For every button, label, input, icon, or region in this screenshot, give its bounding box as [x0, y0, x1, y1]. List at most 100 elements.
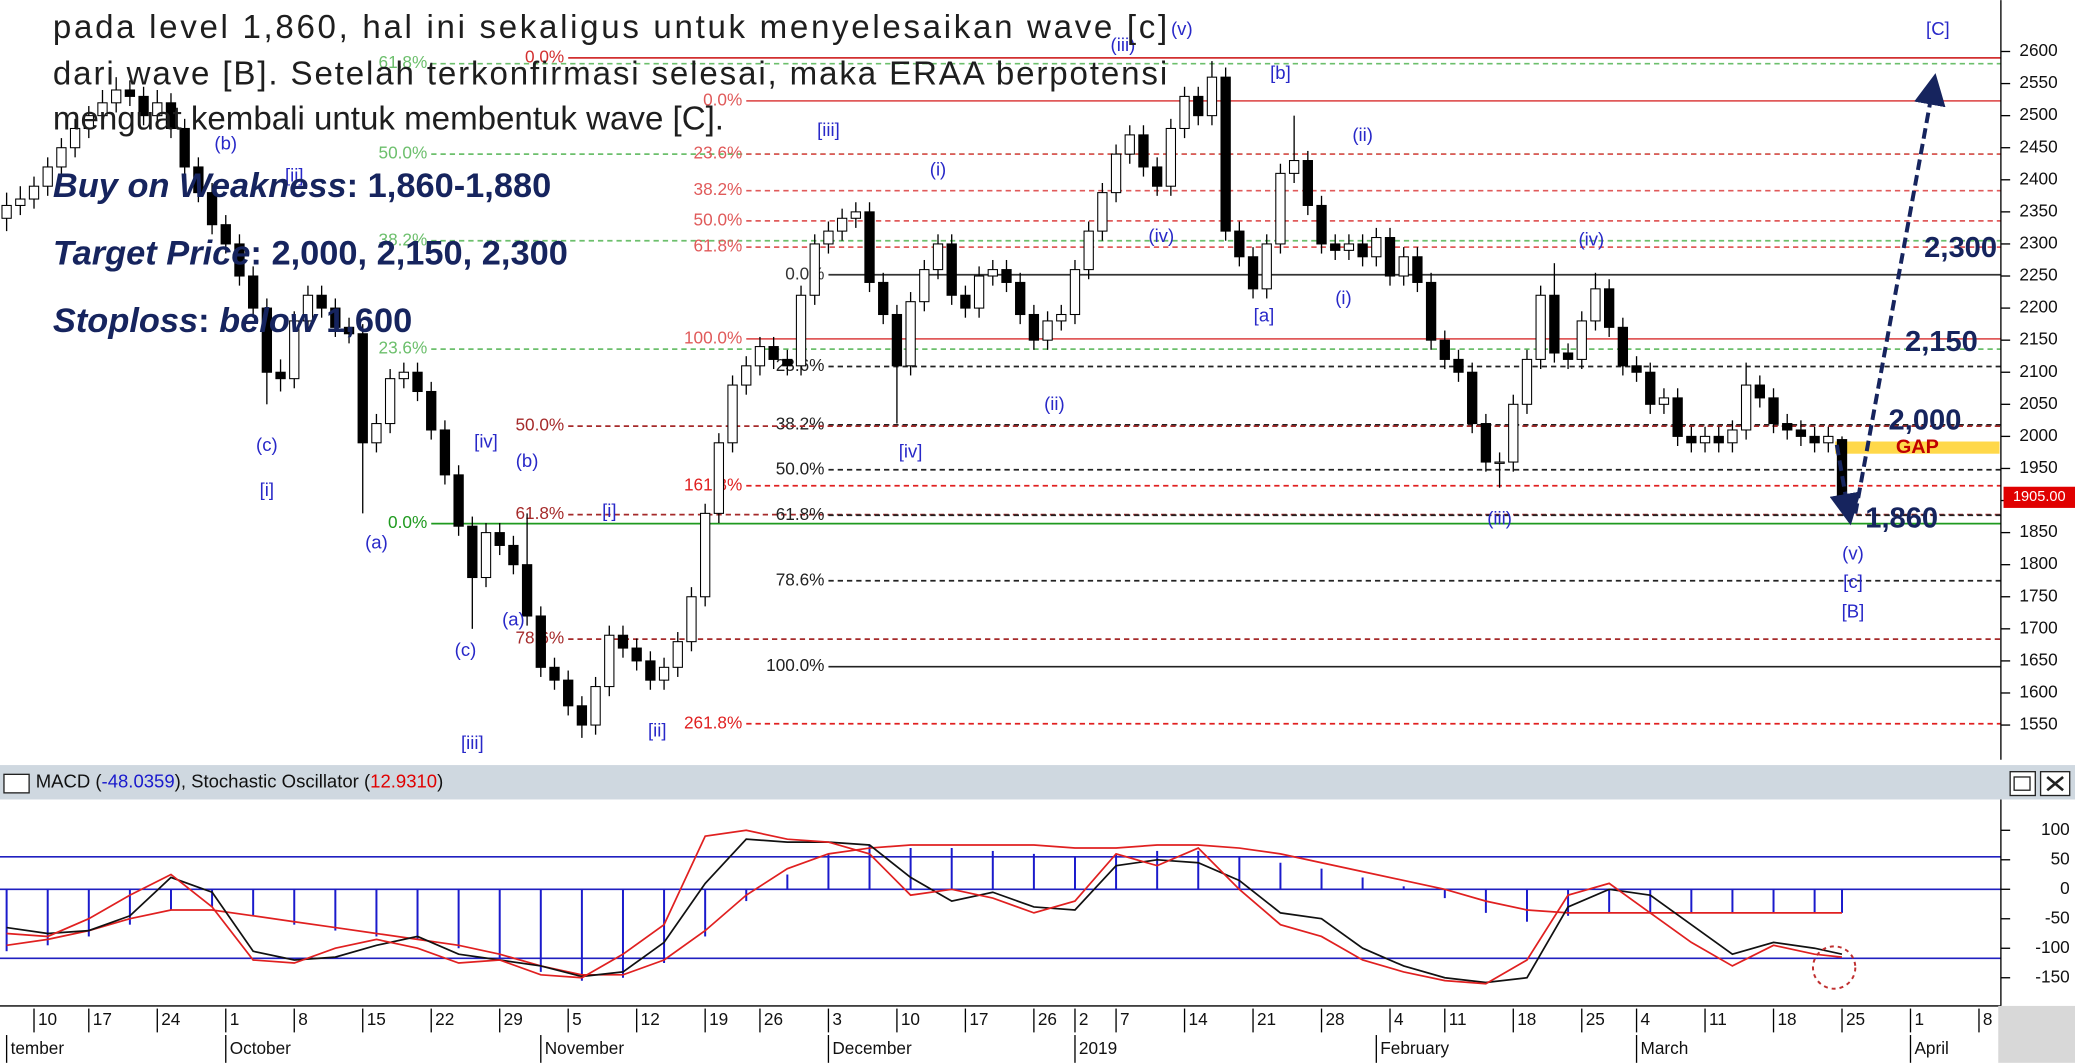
candle-body	[220, 224, 231, 245]
candle-body	[1247, 256, 1259, 290]
candle-body	[439, 429, 451, 476]
candle-body	[1165, 127, 1177, 187]
candle-body	[1576, 320, 1587, 360]
candle-body	[1384, 236, 1396, 277]
x-tick-label: 28	[1325, 1009, 1344, 1029]
indicator-title-part: )	[437, 770, 443, 791]
candle-body	[1727, 429, 1738, 444]
x-tick-label: 8	[1983, 1009, 1993, 1029]
candle-body	[1425, 281, 1437, 341]
fib-label: 38.2%	[694, 179, 743, 199]
candle-body	[1467, 371, 1478, 425]
candle-body	[1603, 288, 1615, 328]
wave-label: [c]	[1843, 571, 1863, 592]
indicator-line	[6, 844, 1842, 976]
candle-body	[672, 641, 683, 668]
point: Buy on Weakness: 1,860-1,880	[53, 167, 551, 205]
wave-label: (c)	[256, 434, 278, 455]
y-tick-label: 1700	[2019, 617, 2057, 637]
candle-body	[1138, 134, 1149, 168]
fib-label: 78.6%	[776, 569, 825, 589]
commentary-line: menguat kembali untuk membentuk wave [C]…	[53, 100, 724, 137]
highlight-circle	[1811, 945, 1857, 990]
header-icon	[3, 773, 30, 794]
indicator-header	[0, 765, 2075, 800]
x-tick-label: 11	[1449, 1009, 1467, 1029]
commentary-line: pada level 1,860, hal ini sekaligus untu…	[53, 9, 1167, 46]
candle-body	[1740, 384, 1752, 431]
indicator-line	[6, 838, 1843, 984]
price-panel: 0.0% 61.8% 0.0% 50.0% 23.6% 38.2% 50.0% 38.2% 61…	[1, 0, 2075, 760]
candle-body	[1042, 320, 1053, 341]
candle-body	[1686, 435, 1697, 444]
wave-label: [iii]	[461, 732, 484, 753]
candle-body	[138, 95, 149, 117]
fib-label: 38.2%	[379, 229, 428, 249]
fib-label: 23.6%	[694, 143, 743, 163]
fib-label: 61.8%	[694, 236, 743, 256]
candle-body	[453, 474, 464, 527]
candle-body	[494, 532, 505, 546]
y-tick-label: 2600	[2019, 40, 2057, 60]
candle-body	[1562, 352, 1574, 360]
y-tick-label: 2100	[2019, 361, 2057, 381]
candle-body	[261, 307, 273, 373]
candle-body	[124, 89, 136, 97]
candle-body	[1549, 294, 1560, 354]
indicator-title-part: MACD (	[36, 770, 103, 791]
wave-label: [iv]	[474, 431, 498, 452]
candle-body	[275, 371, 286, 380]
x-tick-label: 18	[1517, 1009, 1536, 1029]
candle-body	[1809, 435, 1820, 444]
candle-body	[179, 127, 190, 168]
point-part: Target Price	[53, 235, 251, 273]
point-part: : 1,860-1,880	[347, 167, 552, 205]
candle-body	[1494, 461, 1505, 464]
wave-label: [iv]	[899, 440, 923, 461]
x-tick-label: 11	[1709, 1009, 1727, 1029]
x-tick-label: 1	[1914, 1009, 1924, 1029]
gap-label: GAP	[1896, 436, 1939, 458]
candle-body	[1206, 76, 1218, 117]
candle-body	[234, 243, 245, 277]
wave-label: [iii]	[817, 119, 840, 140]
y-tick-label: 2500	[2019, 104, 2057, 124]
candle-body	[289, 320, 300, 380]
point-part: 1,600	[317, 302, 413, 340]
wave-label: (a)	[502, 608, 525, 629]
y-tick-label: 1550	[2019, 714, 2057, 734]
candle-body	[1302, 160, 1313, 206]
candle-body	[15, 198, 26, 206]
candle-body	[686, 596, 697, 643]
y-tick-label: 1800	[2019, 553, 2057, 573]
wave-label: (c)	[455, 639, 477, 660]
x-tick-label: 26	[764, 1009, 783, 1029]
x-tick-label: 22	[435, 1009, 454, 1029]
candle-body	[987, 269, 998, 277]
indicator-line	[6, 829, 1843, 985]
candle-body	[823, 230, 834, 245]
fib-label: 0.0%	[388, 512, 427, 532]
x-tick-label: 25	[1846, 1009, 1865, 1029]
points: Buy on Weakness: 1,860-1,880 Target Price…	[53, 167, 568, 340]
candle-body	[1480, 423, 1492, 463]
candle-body	[1357, 243, 1368, 258]
x-tick-label: 21	[1257, 1009, 1276, 1029]
x-tick-label: 29	[504, 1009, 523, 1029]
wave-label: (ii)	[1044, 393, 1065, 414]
candle-body	[590, 686, 601, 726]
candle-body	[384, 378, 396, 425]
candle-body	[69, 127, 81, 149]
candle-body	[316, 294, 327, 309]
y-tick-label: 0	[2060, 878, 2070, 898]
candle-body	[1754, 384, 1765, 399]
y-tick-label: -150	[2035, 966, 2069, 986]
point-part: : 2,000, 2,150, 2,300	[250, 235, 567, 273]
wave-label: (iv)	[1579, 229, 1605, 250]
level-label: 2,000	[1889, 404, 1962, 436]
y-tick-label: 2050	[2019, 393, 2057, 413]
y-tick-label: 2000	[2019, 425, 2057, 445]
candle-body	[111, 89, 122, 104]
candle-body	[42, 166, 53, 187]
y-tick-label: 2200	[2019, 297, 2057, 317]
